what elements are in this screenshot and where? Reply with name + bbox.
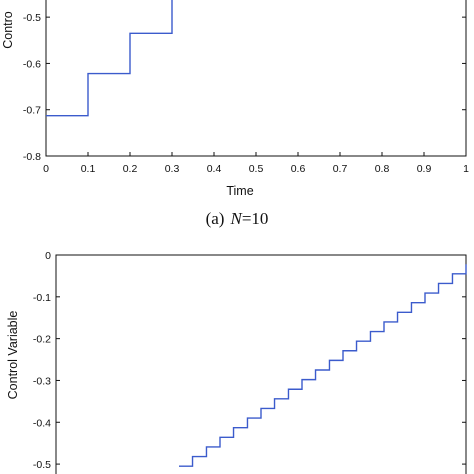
panel-a-y-axis-label: Contro [1,11,15,49]
panel-b: 0 -0.1 -0.2 -0.3 -0.4 -0.5 Control Variable [6,250,467,474]
panel-a-x-tick-label: 0.9 [417,163,432,175]
panel-a-y-tick-label: -0.7 [23,105,41,117]
panel-a-x-tick-label: 0 [43,163,49,175]
panel-a-y-tick-label: -0.5 [23,12,41,24]
panel-a-caption: (a) N=10 [206,209,269,228]
panel-a-x-tick-label: 0.6 [291,163,306,175]
panel-a-x-tick-label: 0.7 [333,163,348,175]
panel-b-axes-box [55,254,467,474]
panel-a-x-tick-label: 0.8 [375,163,390,175]
panel-a-caption-rest: =10 [242,209,269,228]
panel-a-caption-var: N [229,209,243,228]
panel-b-y-tick-label: -0.3 [33,375,51,387]
panel-a-y-tick-label: -0.6 [23,58,41,70]
panel-b-y-tick-label: -0.2 [33,334,51,346]
panel-a-x-tick-label: 1 [463,163,469,175]
panel-a-x-tick-label: 0.4 [207,163,222,175]
panel-b-step-line [179,264,467,467]
panel-a: -0.5-0.6-0.7-0.8 0 0.1 0.2 0.3 0.4 0.5 0.6 0.7 0… [1,0,469,228]
panel-b-series [179,264,467,467]
panel-b-y-ticks: 0 -0.1 -0.2 -0.3 -0.4 -0.5 [33,250,466,471]
panel-a-x-tick-label: 0.5 [249,163,264,175]
panel-b-y-tick-label: -0.5 [33,459,51,471]
panel-b-y-axis-label: Control Variable [6,311,20,400]
panel-a-x-ticks: 0 0.1 0.2 0.3 0.4 0.5 0.6 0.7 0.8 0.9 1 [43,152,469,175]
panel-a-x-tick-label: 0.1 [81,163,96,175]
panel-a-caption-prefix: (a) [206,209,225,228]
panel-b-y-tick-label: 0 [45,250,51,262]
panel-a-step-line [46,0,173,117]
panel-a-y-ticks: -0.5 -0.6 -0.7 -0.8 [23,12,466,163]
panel-a-x-tick-label: 0.2 [123,163,138,175]
panel-a-y-tick-label: -0.8 [23,151,41,163]
panel-b-y-tick-label: -0.1 [33,292,51,304]
panel-a-x-axis-label: Time [226,184,253,198]
panel-a-series [46,0,173,117]
panel-a-axes-box [45,0,467,157]
panel-b-y-tick-label: -0.4 [33,417,51,429]
panel-a-x-tick-label: 0.3 [165,163,180,175]
